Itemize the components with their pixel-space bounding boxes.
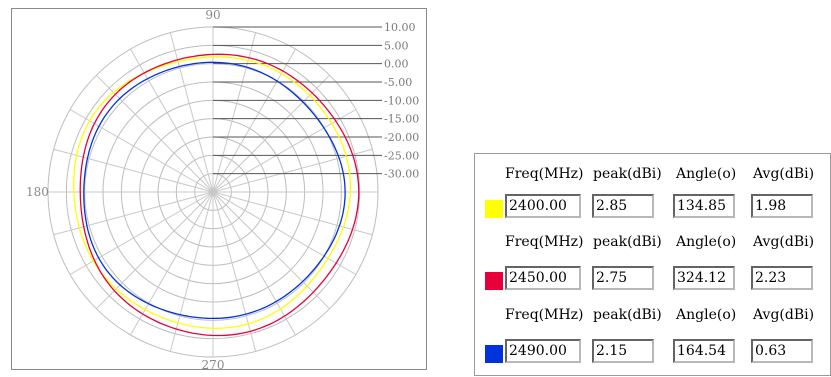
grid-spoke xyxy=(212,191,373,236)
table-row: Freq(MHz) peak(dBi) Angle(o) Avg(dBi) 24… xyxy=(475,307,830,371)
peak-field[interactable]: 2.85 xyxy=(592,194,654,218)
radial-tick-label: -30.00 xyxy=(384,168,419,181)
polar-chart-panel: 10.00 5.00 0.00 -5.00 -10.00 -15.00 -20.00 -25.… xyxy=(11,8,427,371)
header-angle: Angle(o) xyxy=(676,234,737,250)
freq-field[interactable]: 2450.00 xyxy=(505,266,581,290)
angle-label: 270 xyxy=(202,358,225,371)
peak-field[interactable]: 2.15 xyxy=(592,339,654,363)
angle-field[interactable]: 164.54 xyxy=(673,339,735,363)
radial-tick-label: -10.00 xyxy=(384,94,419,107)
header-freq: Freq(MHz) xyxy=(505,166,584,182)
angle-label: 90 xyxy=(205,9,220,22)
series-trace-2450.00 xyxy=(79,53,360,337)
avg-field[interactable]: 2.23 xyxy=(751,266,813,290)
grid-spoke xyxy=(130,191,214,336)
grid-spoke xyxy=(53,148,214,193)
header-freq: Freq(MHz) xyxy=(505,307,584,323)
grid-spoke xyxy=(169,191,214,352)
table-row: Freq(MHz) peak(dBi) Angle(o) Avg(dBi) 24… xyxy=(475,166,830,230)
radial-tick-label: -5.00 xyxy=(384,76,412,89)
avg-field[interactable]: 0.63 xyxy=(751,339,813,363)
freq-field[interactable]: 2490.00 xyxy=(505,339,581,363)
avg-field[interactable]: 1.98 xyxy=(751,194,813,218)
color-swatch-red xyxy=(485,272,503,290)
grid-spoke xyxy=(212,48,296,193)
series-trace-2490.00 xyxy=(83,61,346,320)
table-row: Freq(MHz) peak(dBi) Angle(o) Avg(dBi) 24… xyxy=(475,234,830,298)
color-swatch-yellow xyxy=(485,200,503,218)
angle-field[interactable]: 324.12 xyxy=(673,266,735,290)
freq-field[interactable]: 2400.00 xyxy=(505,194,581,218)
header-avg: Avg(dBi) xyxy=(753,166,815,182)
angle-label: 180 xyxy=(26,185,49,199)
color-swatch-blue xyxy=(485,345,503,363)
header-peak: peak(dBi) xyxy=(593,234,662,250)
grid-spoke xyxy=(212,191,257,352)
angle-field[interactable]: 134.85 xyxy=(673,194,735,218)
grid-spoke xyxy=(95,191,214,310)
series-trace-2400.00 xyxy=(73,56,352,329)
header-angle: Angle(o) xyxy=(676,166,737,182)
radial-tick-label: -25.00 xyxy=(384,149,419,162)
grid-spoke xyxy=(212,191,357,275)
radial-tick-label: 0.00 xyxy=(384,58,409,71)
header-freq: Freq(MHz) xyxy=(505,234,584,250)
radial-tick-label: 10.00 xyxy=(384,21,416,34)
header-angle: Angle(o) xyxy=(676,307,737,323)
radial-tick-label: 5.00 xyxy=(384,39,409,52)
frequency-data-table: Freq(MHz) peak(dBi) Angle(o) Avg(dBi) 24… xyxy=(474,153,831,376)
radial-tick-label: -20.00 xyxy=(384,131,419,144)
grid-spoke xyxy=(169,32,214,193)
radial-tick-label: -15.00 xyxy=(384,113,419,126)
grid-spoke xyxy=(212,32,257,193)
header-peak: peak(dBi) xyxy=(593,166,662,182)
header-avg: Avg(dBi) xyxy=(753,307,815,323)
header-peak: peak(dBi) xyxy=(593,307,662,323)
grid-spoke xyxy=(212,191,296,336)
grid-spoke xyxy=(53,191,214,236)
polar-chart: 10.00 5.00 0.00 -5.00 -10.00 -15.00 -20.00 -25.… xyxy=(26,9,419,371)
grid-spoke xyxy=(212,191,331,310)
grid-spoke xyxy=(212,74,331,193)
peak-field[interactable]: 2.75 xyxy=(592,266,654,290)
header-avg: Avg(dBi) xyxy=(753,234,815,250)
